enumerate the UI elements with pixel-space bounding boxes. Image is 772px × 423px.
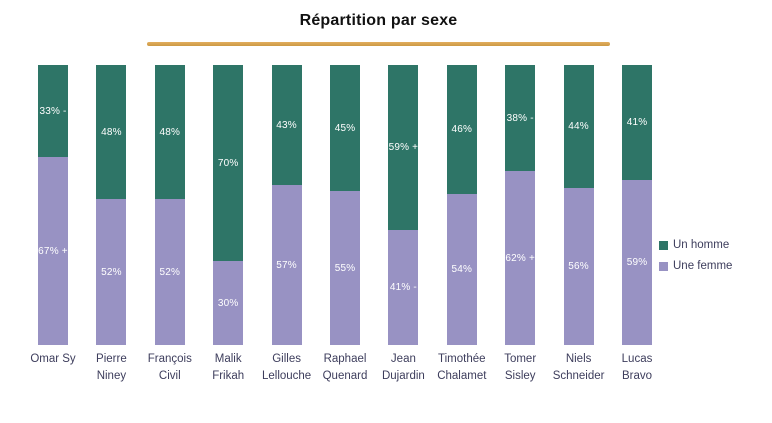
bar-segment-un-homme-malik-frikah[interactable]: 70% — [213, 65, 244, 261]
bar-lucas-bravo[interactable]: 41% 59% — [622, 65, 652, 345]
bar-segment-une-femme-jean-dujardin[interactable]: 41% - — [388, 230, 419, 345]
segment-value-label: 52% — [159, 266, 181, 278]
x-axis-label-line: Bravo — [621, 370, 653, 382]
bar-francois-civil[interactable]: 48% 52% — [154, 65, 185, 345]
chart-title: Répartition par sexe — [299, 12, 458, 29]
segment-value-label: 54% — [451, 263, 473, 275]
segment-value-label: 41% — [626, 116, 648, 128]
segment-value-label: 67% + — [38, 245, 68, 257]
bar-segment-un-homme-raphael-quenard[interactable]: 45% — [330, 65, 360, 191]
x-axis-label-line: Gilles — [272, 353, 301, 365]
x-axis-label-line: Sisley — [504, 370, 536, 382]
x-axis-label-malik-frikah: Malik Frikah — [196, 351, 260, 385]
legend: Un homme Une femme — [659, 239, 732, 281]
bar-segment-un-homme-jean-dujardin[interactable]: 59% + — [388, 65, 419, 231]
x-axis-label-omar-sy: Omar Sy — [21, 351, 85, 368]
x-axis-label-raphael-quenard: Raphael Quenard — [313, 351, 377, 385]
bar-tomer-sisley[interactable]: 38% - 62% + — [505, 65, 536, 345]
x-axis-label-line: Niels — [565, 353, 592, 365]
x-axis-label-line: Frikah — [212, 370, 245, 382]
segment-value-label: 38% - — [506, 112, 534, 124]
bar-segment-une-femme-lucas-bravo[interactable]: 59% — [622, 179, 652, 345]
x-axis-label-timothee-chalamet: Timothée Chalamet — [430, 351, 494, 385]
legend-item-une-femme[interactable]: Une femme — [659, 260, 732, 272]
x-axis-label-niels-schneider: Niels Schneider — [547, 351, 611, 385]
segment-value-label: 70% — [217, 157, 239, 169]
bar-segment-un-homme-timothee-chalamet[interactable]: 46% — [446, 65, 477, 194]
x-axis-label-line: Schneider — [552, 370, 605, 382]
x-axis-label-line: Lellouche — [261, 370, 312, 382]
bar-malik-frikah[interactable]: 70% 30% — [213, 65, 244, 345]
bar-timothee-chalamet[interactable]: 46% 54% — [446, 65, 477, 345]
bar-segment-un-homme-gilles-lellouche[interactable]: 43% — [271, 65, 302, 186]
x-axis-label-francois-civil: François Civil — [138, 351, 202, 385]
bar-segment-une-femme-timothee-chalamet[interactable]: 54% — [446, 193, 477, 345]
x-axis-label-line: François — [147, 353, 192, 365]
legend-label: Une femme — [673, 260, 733, 272]
segment-value-label: 48% — [101, 126, 122, 138]
segment-value-label: 46% — [451, 123, 473, 135]
bar-segment-un-homme-lucas-bravo[interactable]: 41% — [622, 65, 652, 180]
segment-value-label: 43% — [276, 119, 297, 131]
bar-segment-une-femme-gilles-lellouche[interactable]: 57% — [271, 185, 302, 345]
legend-swatch-icon — [659, 261, 668, 271]
x-axis-label-line: Timothée — [438, 353, 486, 365]
x-axis-label-line: Malik — [214, 353, 242, 365]
segment-value-label: 44% — [568, 121, 589, 133]
bar-raphael-quenard[interactable]: 45% 55% — [330, 65, 360, 345]
x-axis-label-pierre-niney: Pierre Niney — [79, 351, 143, 385]
x-axis-label-line: Civil — [158, 370, 181, 382]
bar-segment-une-femme-tomer-sisley[interactable]: 62% + — [505, 171, 536, 345]
bar-segment-une-femme-malik-frikah[interactable]: 30% — [213, 261, 244, 345]
bar-segment-un-homme-niels-schneider[interactable]: 44% — [563, 65, 594, 189]
segment-value-label: 55% — [334, 262, 356, 274]
bar-segment-un-homme-tomer-sisley[interactable]: 38% - — [505, 65, 536, 172]
bar-segment-une-femme-raphael-quenard[interactable]: 55% — [330, 191, 360, 345]
x-axis-label-tomer-sisley: Tomer Sisley — [488, 351, 552, 385]
bar-niels-schneider[interactable]: 44% 56% — [563, 65, 594, 345]
x-axis-label-line: Tomer — [504, 353, 537, 365]
bar-gilles-lellouche[interactable]: 43% 57% — [271, 65, 302, 345]
bar-segment-un-homme-pierre-niney[interactable]: 48% — [96, 65, 127, 200]
x-axis-label-gilles-lellouche: Gilles Lellouche — [255, 351, 319, 385]
bar-jean-dujardin[interactable]: 59% + 41% - — [388, 65, 419, 345]
segment-value-label: 30% — [217, 297, 239, 309]
bar-segment-un-homme-omar-sy[interactable]: 33% - — [38, 65, 68, 158]
bar-segment-une-femme-omar-sy[interactable]: 67% + — [38, 157, 68, 345]
x-axis-label-lucas-bravo: Lucas Bravo — [605, 351, 669, 385]
x-axis-label-jean-dujardin: Jean Dujardin — [371, 351, 435, 385]
x-axis-label-line: Dujardin — [381, 370, 425, 382]
x-axis-label-line: Jean — [390, 353, 416, 365]
legend-label: Un homme — [673, 239, 730, 251]
legend-swatch-icon — [659, 240, 668, 250]
bar-pierre-niney[interactable]: 48% 52% — [96, 65, 127, 345]
segment-value-label: 57% — [276, 259, 297, 271]
bar-segment-une-femme-francois-civil[interactable]: 52% — [154, 199, 185, 345]
bar-omar-sy[interactable]: 33% - 67% + — [38, 65, 68, 345]
segment-value-label: 59% — [626, 256, 648, 268]
segment-value-label: 56% — [568, 261, 589, 273]
x-axis-label-line: Omar Sy — [30, 353, 76, 365]
bar-segment-un-homme-francois-civil[interactable]: 48% — [154, 65, 185, 200]
segment-value-label: 33% - — [39, 105, 67, 117]
segment-value-label: 48% — [159, 126, 181, 138]
bar-segment-une-femme-niels-schneider[interactable]: 56% — [563, 188, 594, 345]
segment-value-label: 45% — [334, 122, 356, 134]
x-axis-label-line: Chalamet — [437, 370, 487, 382]
x-axis-label-line: Lucas — [621, 353, 653, 365]
bar-segment-une-femme-pierre-niney[interactable]: 52% — [96, 199, 127, 345]
title-underline — [147, 42, 610, 46]
x-axis-label-line: Niney — [96, 370, 127, 382]
x-axis-label-line: Raphael — [323, 353, 367, 365]
segment-value-label: 52% — [101, 266, 122, 278]
segment-value-label: 41% - — [389, 282, 417, 294]
x-axis-label-line: Quenard — [322, 370, 368, 382]
x-axis-label-line: Pierre — [96, 353, 127, 365]
segment-value-label: 59% + — [388, 142, 419, 154]
segment-value-label: 62% + — [505, 252, 535, 264]
legend-item-un-homme[interactable]: Un homme — [659, 239, 732, 251]
